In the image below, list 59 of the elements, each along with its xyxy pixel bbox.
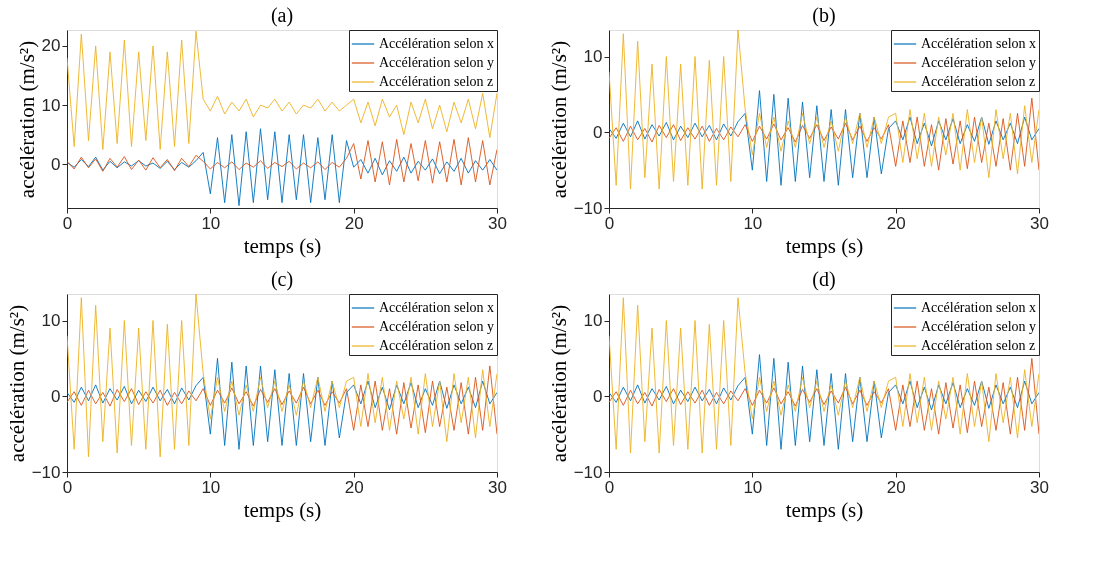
y-tick-label: 0: [51, 386, 61, 406]
legend-label: Accélération selon x: [379, 300, 495, 315]
x-axis-title: temps (s): [785, 497, 864, 522]
line-series: [609, 30, 1039, 190]
chart-title: (c): [270, 267, 294, 291]
y-axis-title: accélération (m/s²): [14, 40, 39, 199]
x-tick-label: 20: [344, 213, 364, 233]
line-series: [609, 297, 1039, 454]
chart-title: (a): [270, 3, 294, 27]
x-tick-label: 10: [201, 213, 221, 233]
x-tick-label: 10: [743, 477, 763, 497]
legend-label: Accélération selon z: [921, 338, 1036, 353]
y-tick-label: −10: [31, 462, 61, 482]
x-axis-title: temps (s): [243, 233, 322, 258]
y-axis-title: accélération (m/s²): [546, 304, 571, 463]
legend-label: Accélération selon y: [379, 319, 495, 334]
y-tick-label: 10: [583, 311, 603, 331]
legend-label: Accélération selon y: [921, 55, 1037, 70]
y-tick-label: 10: [41, 311, 61, 331]
legend-label: Accélération selon x: [921, 36, 1037, 51]
line-series: [67, 137, 497, 186]
legend-label: Accélération selon x: [379, 36, 495, 51]
y-axis-title: accélération (m/s²): [546, 40, 571, 199]
y-axis-title: accélération (m/s²): [4, 304, 29, 463]
y-tick-label: 0: [593, 386, 603, 406]
x-tick-label: 10: [743, 213, 763, 233]
line-series: [67, 294, 497, 458]
x-axis-title: temps (s): [243, 497, 322, 522]
legend-label: Accélération selon y: [921, 319, 1037, 334]
line-series: [609, 354, 1039, 450]
line-series: [609, 90, 1039, 186]
x-tick-label: 30: [1030, 213, 1049, 233]
x-axis-title: temps (s): [785, 233, 864, 258]
legend-label: Accélération selon y: [379, 55, 495, 70]
y-tick-label: −10: [573, 198, 603, 218]
line-series: [67, 30, 497, 150]
y-tick-label: −10: [573, 462, 603, 482]
line-series: [609, 357, 1039, 435]
x-tick-label: 20: [344, 477, 364, 497]
chart-title: (b): [812, 3, 836, 27]
y-tick-label: 0: [51, 154, 61, 174]
line-series: [67, 357, 497, 450]
x-tick-label: 20: [886, 477, 906, 497]
x-tick-label: 30: [1030, 477, 1049, 497]
y-tick-label: 10: [583, 47, 603, 67]
legend-label: Accélération selon z: [379, 338, 494, 353]
y-tick-label: 10: [41, 95, 61, 115]
x-tick-label: 30: [488, 213, 507, 233]
y-tick-label: 0: [593, 122, 603, 142]
x-tick-label: 20: [886, 213, 906, 233]
legend-label: Accélération selon x: [921, 300, 1037, 315]
legend-label: Accélération selon z: [921, 74, 1036, 89]
chart-title: (d): [812, 267, 836, 291]
x-tick-label: 30: [488, 477, 507, 497]
line-series: [609, 97, 1039, 171]
legend-label: Accélération selon z: [379, 74, 494, 89]
line-series: [67, 365, 497, 435]
y-tick-label: 20: [41, 36, 61, 56]
x-tick-label: 10: [201, 477, 221, 497]
